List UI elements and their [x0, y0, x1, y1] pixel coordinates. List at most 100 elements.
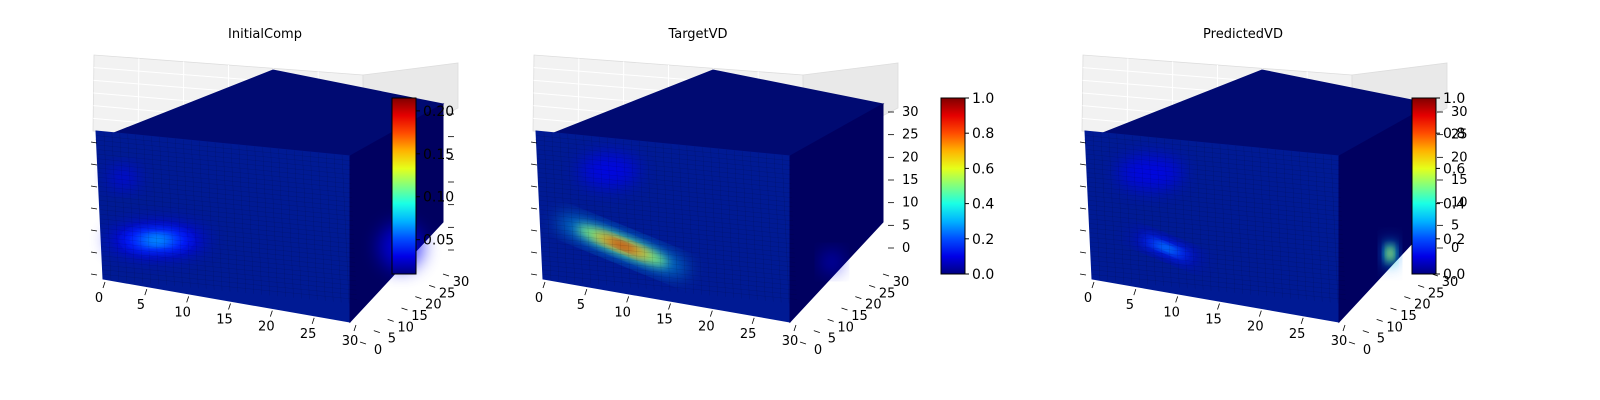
y-tick-mark [429, 284, 436, 288]
voxel-line [1100, 132, 1109, 281]
voxel-line [1211, 143, 1220, 292]
colorbar-tick-label: 0.0 [972, 267, 994, 283]
blob-halo [1117, 155, 1183, 190]
voxel-line [175, 138, 183, 287]
y-tick-mark [387, 318, 394, 322]
voxel-line [662, 143, 671, 292]
voxel-line [270, 148, 278, 297]
y-tick-label: 10 [837, 320, 854, 335]
x-tick-mark [1217, 303, 1220, 310]
voxel-line [734, 150, 742, 299]
voxel-line [1299, 152, 1307, 301]
voxel-line [102, 264, 357, 291]
x-tick-mark [353, 324, 357, 332]
voxel-line [639, 141, 647, 290]
pane-tick-mark [1079, 163, 1087, 166]
voxel-blob-2 [579, 153, 639, 188]
voxel-line [1088, 204, 1343, 231]
y-tick-mark [442, 273, 450, 277]
x-tick-mark [228, 303, 231, 310]
voxel-line [773, 154, 782, 303]
voxel-line [536, 149, 791, 175]
voxel-line [1087, 190, 1342, 217]
colorbar-gradient [940, 97, 966, 275]
voxel-line [246, 145, 254, 294]
z-tick-label: 15 [902, 173, 919, 188]
z-tick-label: 0 [902, 241, 910, 256]
voxel-line [1086, 172, 1341, 198]
voxel-line [102, 274, 357, 300]
voxel-line [1090, 241, 1345, 268]
voxel-blob-3 [823, 252, 841, 272]
voxel-line [541, 237, 796, 263]
voxel-line [1275, 149, 1283, 298]
colorbar-tick-label: 0.20 [423, 104, 454, 120]
pane-tick-mark [90, 141, 98, 144]
voxel-line [98, 181, 353, 208]
voxel-line [1092, 131, 1101, 280]
voxel-line [96, 135, 351, 161]
x-tick-label: 5 [1126, 298, 1134, 313]
voxel-line [540, 227, 795, 254]
voxel-line [333, 154, 342, 303]
voxel-line [1148, 137, 1156, 286]
blob-halo [823, 252, 841, 272]
voxel-line [99, 200, 354, 226]
y-tick-label: 25 [439, 286, 456, 301]
voxel-line [1090, 237, 1345, 263]
x-tick-mark [1133, 289, 1137, 296]
voxel-line [539, 200, 794, 226]
voxel-line [101, 246, 356, 272]
x-tick-mark [1300, 317, 1304, 324]
voxel-line [1108, 133, 1116, 282]
voxel-line [1091, 260, 1346, 286]
voxel-line [1307, 152, 1315, 301]
voxel-line [1322, 154, 1331, 303]
x-tick-label: 30 [782, 334, 799, 349]
colorbar: 0.0 0.2 0.4 0.6 0.8 1.0 [940, 91, 994, 283]
x-tick-mark [668, 303, 671, 310]
voxel-line [1259, 148, 1267, 297]
pane-tick-mark [530, 251, 538, 254]
x-tick-label: 15 [1205, 313, 1222, 328]
colorbar-gradient [391, 97, 417, 275]
pane-tick-mark [530, 229, 538, 232]
x-tick-mark [102, 281, 106, 289]
voxel-line [539, 195, 794, 221]
voxel-line [1124, 134, 1132, 283]
z-tick-label: 5 [902, 218, 910, 233]
y-tick-mark [799, 341, 807, 345]
voxel-line [214, 142, 223, 291]
voxel-line [537, 158, 792, 184]
voxel-line [102, 269, 357, 295]
x-tick-label: 30 [1331, 334, 1348, 349]
pane-tick-mark [1079, 251, 1087, 254]
voxel-line [1091, 274, 1346, 300]
voxel-line [1235, 145, 1243, 294]
blob-peak [145, 235, 168, 245]
voxel-line [98, 186, 353, 212]
voxel-line [766, 153, 774, 302]
voxel-line [1090, 255, 1345, 282]
voxel-line [101, 237, 356, 263]
voxel-line [1086, 153, 1341, 180]
voxel-line [538, 190, 793, 217]
voxel-line [1089, 232, 1344, 258]
voxel-line [536, 135, 791, 161]
voxel-line [99, 204, 354, 231]
voxel-line [541, 241, 796, 268]
x-tick-label: 5 [577, 298, 585, 313]
colorbar-tick-label: 0.2 [1443, 232, 1465, 248]
x-tick-mark [542, 281, 546, 289]
voxel-line [537, 167, 792, 194]
voxel-line [100, 232, 355, 258]
voxel-line [1090, 251, 1345, 277]
x-tick-label: 15 [656, 313, 673, 328]
z-tick-label: 15 [1451, 173, 1468, 188]
voxel-line [96, 149, 351, 175]
x-tick-mark [1175, 296, 1179, 303]
voxel-line [543, 131, 552, 280]
x-tick-mark [1342, 324, 1346, 332]
